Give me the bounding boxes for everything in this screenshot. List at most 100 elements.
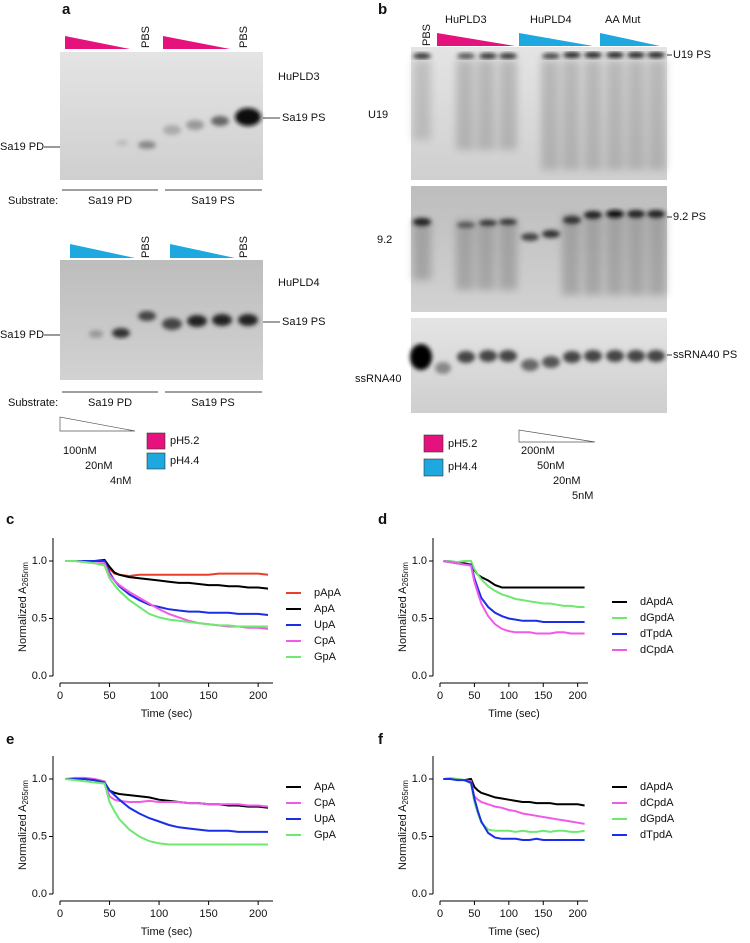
y-axis-label: Normalized A265nm — [17, 780, 30, 870]
legend-label: pH5.2 — [448, 438, 477, 450]
x-tick-label: 50 — [468, 690, 480, 702]
y-axis-label: Normalized A265nm — [397, 562, 410, 652]
concentration-label: 200nM — [521, 445, 555, 457]
y-axis-label-sub: 265nm — [401, 780, 410, 805]
gradient-triangle — [65, 36, 130, 49]
data-line — [443, 560, 585, 608]
x-tick-label: 100 — [150, 908, 168, 920]
y-tick-label: 0.0 — [412, 670, 427, 682]
substrate-label: Sa19 PD — [0, 329, 44, 341]
x-tick-label: 50 — [103, 908, 115, 920]
line-chart: c 0.0 0.5 1.0 0 50 100 150 200 Time (sec) Normaliz… — [6, 511, 342, 720]
gel-image — [60, 52, 263, 180]
data-line — [64, 776, 269, 808]
panel-label: d — [378, 511, 387, 528]
line-chart: d 0.0 0.5 1.0 0 50 100 150 200 Time (sec) Normaliz… — [378, 511, 675, 720]
product-label: Sa19 PS — [282, 112, 325, 124]
product-label: Sa19 PS — [282, 316, 325, 328]
gradient-triangle — [518, 429, 596, 443]
legend-label: dTpdA — [640, 829, 673, 841]
x-tick-label: 0 — [57, 908, 63, 920]
y-tick-label: 0.5 — [412, 830, 427, 842]
gradient-triangle — [600, 33, 660, 46]
gel-bands — [116, 108, 261, 149]
lane-label: PBS — [238, 26, 250, 48]
data-line — [443, 560, 585, 635]
y-axis-label: Normalized A265nm — [397, 780, 410, 870]
panel-label: a — [62, 1, 71, 18]
x-tick-label: 200 — [249, 690, 267, 702]
x-axis-label: Time (sec) — [488, 926, 540, 938]
y-tick-label: 0.0 — [412, 888, 427, 900]
legend-label: GpA — [314, 651, 337, 663]
concentration-label: 20nM — [553, 475, 581, 487]
y-tick-label: 0.5 — [412, 612, 427, 624]
y-axis-label-sub: 265nm — [21, 562, 30, 587]
legend-label: CpA — [314, 635, 336, 647]
x-tick-label: 0 — [437, 908, 443, 920]
x-tick-label: 100 — [150, 690, 168, 702]
y-axis-label: Normalized A265nm — [17, 562, 30, 652]
y-tick-label: 0.5 — [32, 612, 47, 624]
y-tick-label: 1.0 — [32, 773, 47, 785]
x-tick-label: 200 — [249, 908, 267, 920]
gel-image — [411, 318, 667, 413]
group-label: HuPLD3 — [445, 14, 487, 26]
data-line — [443, 777, 585, 807]
gradient-triangle — [519, 33, 593, 46]
legend-label: pH5.2 — [170, 435, 199, 447]
legend-swatch — [146, 452, 166, 470]
x-tick-label: 50 — [103, 690, 115, 702]
panel-label: c — [6, 511, 14, 528]
gel-bands — [413, 210, 665, 241]
legend-label: UpA — [314, 619, 336, 631]
group-label: Sa19 PD — [88, 195, 132, 207]
x-tick-label: 100 — [500, 908, 518, 920]
panel-label: f — [378, 731, 384, 748]
data-line — [443, 778, 585, 841]
legend-label: pH4.4 — [448, 461, 477, 473]
enzyme-label: HuPLD4 — [278, 277, 320, 289]
x-tick-label: 0 — [437, 690, 443, 702]
x-tick-label: 0 — [57, 690, 63, 702]
legend-label: ApA — [314, 603, 335, 615]
legend-label: dApdA — [640, 781, 674, 793]
gel-bands — [89, 311, 258, 338]
x-tick-label: 200 — [568, 908, 586, 920]
legend-label: GpA — [314, 829, 337, 841]
lane-label: PBS — [140, 236, 152, 258]
x-axis-label: Time (sec) — [488, 708, 540, 720]
x-tick-label: 150 — [534, 908, 552, 920]
group-label: Sa19 PS — [191, 195, 234, 207]
legend-label: ApA — [314, 781, 335, 793]
concentration-label: 4nM — [110, 475, 131, 487]
y-axis-label-main: Normalized A — [17, 804, 29, 870]
lane-label: PBS — [421, 24, 433, 46]
y-tick-label: 1.0 — [412, 555, 427, 567]
data-line — [65, 560, 268, 628]
legend-label: dApdA — [640, 596, 674, 608]
y-tick-label: 0.5 — [32, 830, 47, 842]
x-tick-label: 150 — [534, 690, 552, 702]
gel-bands — [413, 52, 665, 59]
gel-smear — [413, 215, 666, 295]
line-chart: e 0.0 0.5 1.0 0 50 100 150 200 Time (sec) Normaliz… — [6, 731, 337, 938]
y-tick-label: 1.0 — [412, 773, 427, 785]
row-label: U19 — [368, 109, 388, 121]
gel-image — [411, 186, 667, 312]
legend-label: pApA — [314, 587, 342, 599]
lane-label: PBS — [238, 236, 250, 258]
row-label: 9.2 — [377, 234, 392, 246]
panel-label: b — [378, 1, 387, 18]
gradient-triangle — [70, 244, 135, 258]
y-tick-label: 1.0 — [32, 555, 47, 567]
gradient-triangle — [170, 244, 235, 258]
y-axis-label-main: Normalized A — [17, 586, 29, 652]
line-chart: f 0.0 0.5 1.0 0 50 100 150 200 Time (sec) Normaliz… — [378, 731, 675, 938]
gradient-triangle — [437, 33, 515, 46]
product-label: ssRNA40 PS — [673, 349, 737, 361]
legend-label: dCpdA — [640, 644, 674, 656]
legend-label: UpA — [314, 813, 336, 825]
